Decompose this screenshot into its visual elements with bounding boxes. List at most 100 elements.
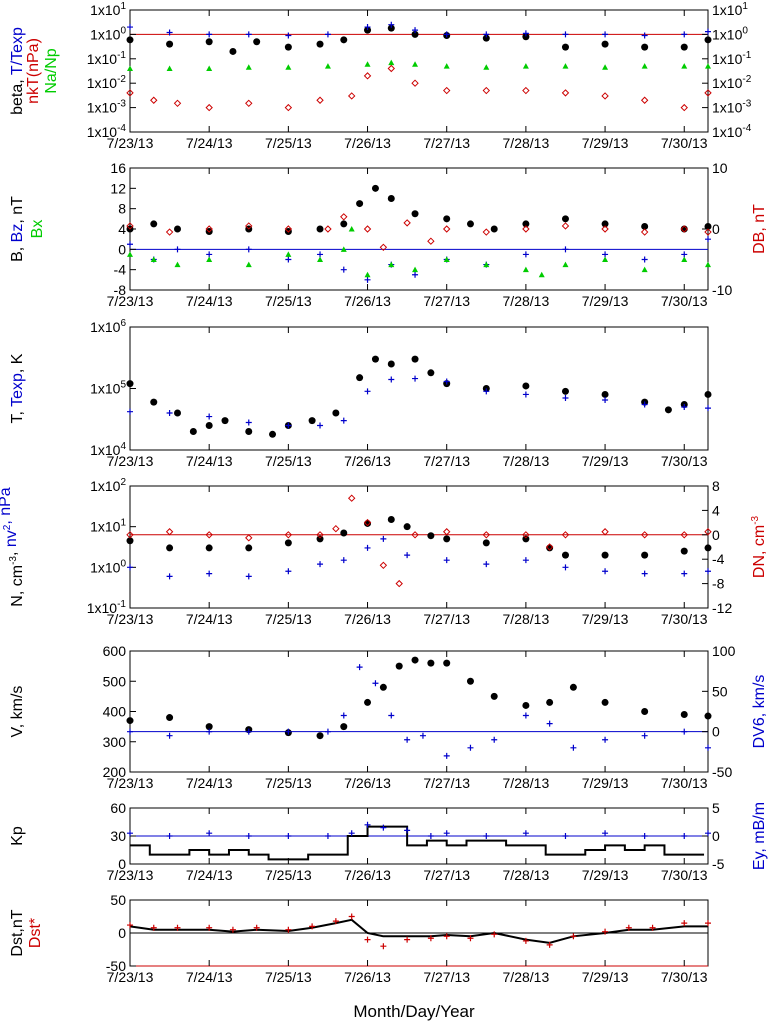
right-tick-label: 0 [712,828,720,844]
data-point [602,251,609,258]
data-point [371,184,379,192]
right-tick-label: 0 [712,724,720,740]
x-tick-label: 7/27/13 [423,293,470,309]
data-point [601,225,609,233]
data-point [522,830,529,837]
x-tick-label: 7/28/13 [503,611,550,627]
y-axis-label: T, Texp, K [9,353,26,423]
data-point [681,570,688,577]
data-point [340,723,348,731]
x-tick-label: 7/23/13 [107,135,154,151]
data-point [166,544,174,552]
data-point [332,524,340,533]
x-tick-label: 7/24/13 [186,293,233,309]
data-point [443,933,450,940]
data-point [641,266,648,273]
data-point [364,698,372,706]
data-point [427,659,435,667]
data-point [126,36,134,44]
data-point [546,698,554,706]
y-tick-label: 1x106 [90,318,126,335]
series-line [130,825,705,861]
data-point [404,827,411,834]
data-point [483,388,490,395]
series [127,535,711,580]
data-point [641,63,648,69]
data-point [443,378,450,385]
x-tick-label: 7/28/13 [503,135,550,151]
x-tick-label: 7/29/13 [582,135,629,151]
data-point [411,30,419,38]
data-point [681,833,688,839]
x-tick-label: 7/25/13 [265,453,312,469]
data-point [229,47,237,55]
data-point [680,43,688,51]
x-tick-label: 7/28/13 [503,293,550,309]
data-point [317,256,324,262]
data-point [324,728,331,735]
data-point [205,103,213,112]
y-tick-label: 1x100 [90,558,126,575]
data-point [150,924,157,931]
series [129,918,708,944]
y-tick-label: 400 [103,704,127,720]
right-axis-label: DN, cm-3 [750,515,768,578]
data-point [126,89,134,97]
right-tick-label: 8 [712,478,720,494]
right-tick-label: 1x10-4 [712,123,752,140]
x-tick-label: 7/23/13 [107,969,154,985]
data-point [127,65,133,72]
x-tick-label: 7/24/13 [186,867,233,883]
data-point [411,210,419,218]
series [127,236,711,283]
data-point [380,535,387,542]
data-point [284,103,293,112]
data-point [316,96,324,104]
data-point [641,401,648,408]
data-point [380,943,387,950]
y-axis-label-tertiary: nkT(nPa) [25,38,42,104]
x-tick-label: 7/23/13 [107,775,154,791]
data-point [443,528,451,536]
data-point [308,417,316,425]
data-point [387,64,395,73]
data-point [347,92,356,100]
right-axis-label: Ey, mB/m [751,802,768,870]
data-point [126,717,134,725]
x-tick-label: 7/27/13 [423,867,470,883]
data-point [705,405,711,412]
right-tick-label: -5 [712,856,725,872]
x-tick-label: 7/29/13 [582,867,629,883]
y-axis-label: Kp [9,826,26,846]
data-point [412,27,419,34]
right-tick-label: 0 [712,221,720,237]
right-tick-label: 1x10-1 [712,50,752,67]
data-point [245,99,253,108]
right-tick-label: 10 [712,160,728,176]
data-point [680,711,688,719]
data-point [490,692,498,700]
series-line [129,918,708,944]
data-point [570,933,577,940]
data-point [221,417,229,425]
data-point [522,712,529,719]
data-point [443,31,450,38]
data-point [411,656,419,664]
x-tick-label: 7/26/13 [344,867,391,883]
data-point [412,61,419,67]
data-point [641,32,648,39]
data-point [482,34,490,42]
data-point [483,261,490,268]
x-tick-label: 7/25/13 [265,867,312,883]
panel-p3: 7/23/13 7/24/13 7/25/13 7/26/13 7/27/13 7/28/… [9,318,712,469]
data-point [403,219,411,227]
y-tick-label: 8 [118,201,126,217]
x-tick-label: 7/26/13 [344,453,391,469]
data-point [466,677,474,685]
data-point [483,561,490,568]
data-point [245,833,252,839]
data-point [641,222,649,230]
data-point [412,266,419,273]
y-tick-label: 1x102 [90,477,126,494]
